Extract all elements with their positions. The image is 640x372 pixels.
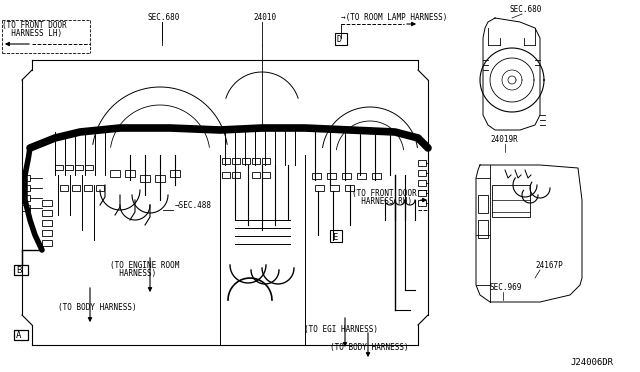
Text: E: E bbox=[332, 233, 337, 242]
Bar bbox=[232, 172, 240, 178]
Bar bbox=[42, 240, 52, 246]
Bar bbox=[75, 165, 83, 170]
Text: (TO FRONT DOOR: (TO FRONT DOOR bbox=[352, 189, 417, 198]
Text: J24006DR: J24006DR bbox=[570, 358, 613, 367]
Bar bbox=[330, 185, 339, 191]
Bar bbox=[315, 185, 324, 191]
Bar bbox=[252, 172, 260, 178]
Bar bbox=[342, 173, 351, 179]
Bar bbox=[418, 160, 426, 166]
Bar bbox=[22, 185, 30, 191]
Bar bbox=[42, 210, 52, 216]
Text: (TO ENGINE ROOM: (TO ENGINE ROOM bbox=[110, 261, 179, 270]
Bar bbox=[312, 173, 321, 179]
Bar bbox=[42, 230, 52, 236]
Bar bbox=[60, 185, 68, 191]
Text: 24167P: 24167P bbox=[535, 261, 563, 270]
Text: HARNESS RH): HARNESS RH) bbox=[352, 197, 412, 206]
Bar bbox=[110, 170, 120, 177]
Text: →SEC.488: →SEC.488 bbox=[175, 201, 212, 210]
Bar bbox=[42, 200, 52, 206]
Text: (TO EGI HARNESS): (TO EGI HARNESS) bbox=[304, 325, 378, 334]
Bar bbox=[222, 172, 230, 178]
Bar bbox=[418, 190, 426, 196]
Bar bbox=[372, 173, 381, 179]
Text: 24019R: 24019R bbox=[490, 135, 518, 144]
Text: D: D bbox=[337, 35, 342, 44]
Bar bbox=[252, 158, 260, 164]
Bar bbox=[170, 170, 180, 177]
Bar bbox=[22, 175, 30, 181]
Bar bbox=[418, 180, 426, 186]
Bar bbox=[155, 175, 165, 182]
Text: B: B bbox=[16, 266, 21, 275]
Bar bbox=[242, 158, 250, 164]
Bar bbox=[55, 165, 63, 170]
Bar bbox=[72, 185, 80, 191]
Text: (TO BODY HARNESS): (TO BODY HARNESS) bbox=[330, 343, 408, 352]
Bar bbox=[140, 175, 150, 182]
Text: SEC.969: SEC.969 bbox=[490, 283, 522, 292]
Bar bbox=[14, 330, 28, 340]
Text: 24010: 24010 bbox=[253, 13, 276, 22]
Bar bbox=[232, 158, 240, 164]
Text: HARNESS LH): HARNESS LH) bbox=[2, 29, 62, 38]
Bar bbox=[478, 195, 488, 213]
Bar bbox=[84, 185, 92, 191]
Bar bbox=[478, 220, 488, 238]
Text: SEC.680: SEC.680 bbox=[510, 5, 542, 14]
Text: →(TO ROOM LAMP HARNESS): →(TO ROOM LAMP HARNESS) bbox=[341, 13, 447, 22]
Bar bbox=[418, 200, 426, 206]
Bar bbox=[357, 173, 366, 179]
Text: (TO FRONT DOOR: (TO FRONT DOOR bbox=[2, 21, 67, 30]
Text: (TO BODY HARNESS): (TO BODY HARNESS) bbox=[58, 303, 136, 312]
Bar bbox=[22, 195, 30, 201]
Bar bbox=[262, 158, 270, 164]
Text: SEC.680: SEC.680 bbox=[148, 13, 180, 22]
Bar bbox=[42, 220, 52, 226]
Text: HARNESS): HARNESS) bbox=[110, 269, 156, 278]
Bar bbox=[96, 185, 104, 191]
Bar bbox=[14, 265, 28, 275]
Bar bbox=[345, 185, 354, 191]
Bar bbox=[418, 170, 426, 176]
Text: A: A bbox=[16, 331, 21, 340]
Bar bbox=[262, 172, 270, 178]
Bar bbox=[22, 205, 30, 211]
Bar bbox=[222, 158, 230, 164]
Bar bbox=[327, 173, 336, 179]
Bar bbox=[335, 33, 347, 45]
Bar bbox=[125, 170, 135, 177]
Bar bbox=[65, 165, 73, 170]
Bar bbox=[85, 165, 93, 170]
Bar bbox=[492, 185, 530, 217]
Bar bbox=[330, 230, 342, 242]
